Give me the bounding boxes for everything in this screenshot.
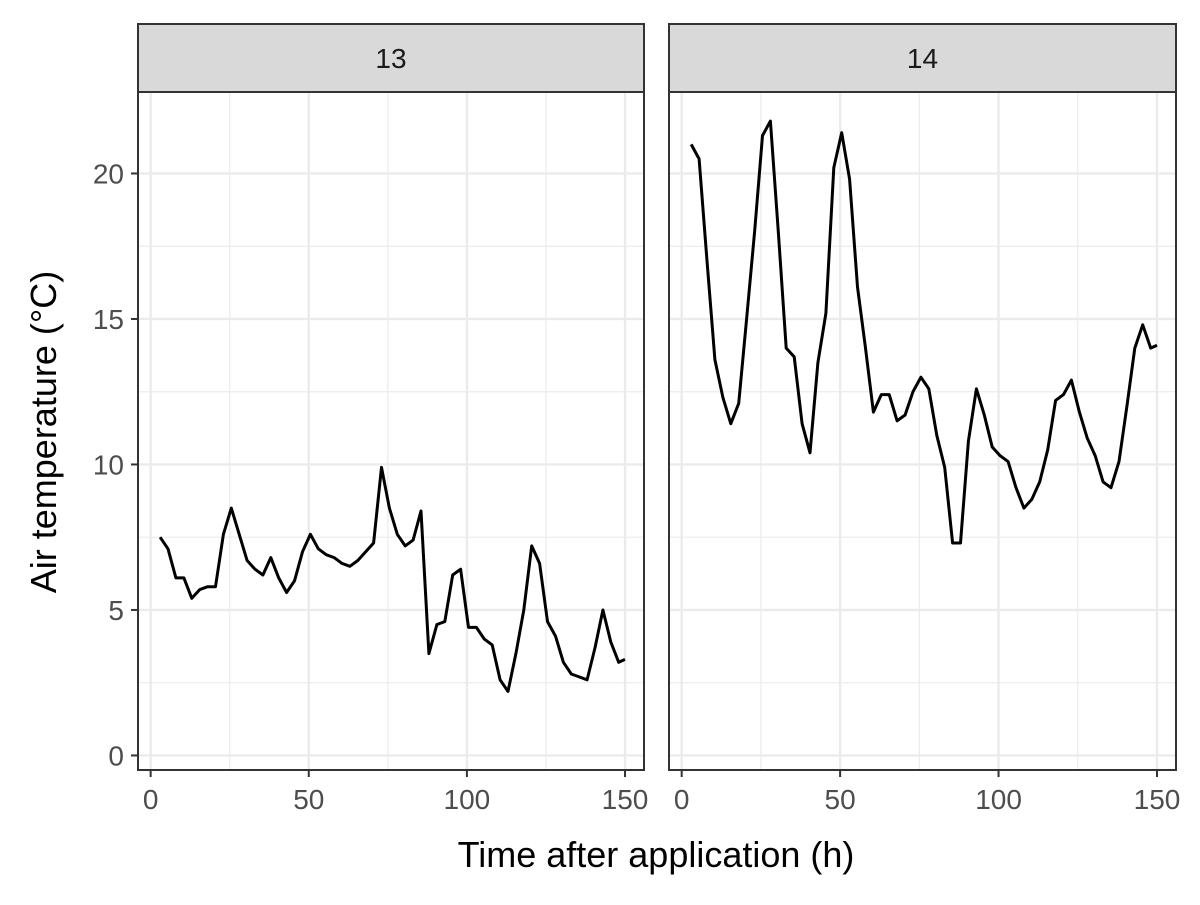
x-tick-label: 150 [1134, 784, 1181, 815]
x-axis-title: Time after application (h) [458, 834, 855, 875]
x-tick-label: 150 [602, 784, 649, 815]
facet-strip [137, 23, 645, 93]
panel-border [137, 91, 645, 771]
facet-strip-label: 14 [907, 43, 938, 74]
y-tick-label: 10 [93, 449, 124, 480]
facet-strip [668, 23, 1177, 93]
y-tick-label: 15 [93, 304, 124, 335]
series-line-13 [158, 465, 626, 693]
y-axis-title: Air temperature (°C) [23, 271, 64, 593]
facet-strip-label: 13 [375, 43, 406, 74]
x-tick-label: 0 [674, 784, 690, 815]
facet-panels: 13 0 50 100 150 14 0 50 100 150 [137, 23, 1181, 815]
plot-background [669, 92, 1176, 770]
x-tick-label: 50 [825, 784, 856, 815]
series-line-14 [689, 119, 1158, 545]
plot-background [138, 92, 644, 770]
y-tick-label: 0 [108, 740, 124, 771]
y-axis: 0 5 10 15 20 [93, 158, 138, 771]
panel-border [668, 91, 1177, 771]
x-tick-label: 100 [444, 784, 491, 815]
y-tick-label: 5 [108, 595, 124, 626]
y-tick-label: 20 [93, 158, 124, 189]
facet-panel-14: 14 0 50 100 150 [668, 23, 1181, 815]
x-tick-label: 50 [293, 784, 324, 815]
x-tick-label: 0 [143, 784, 159, 815]
x-tick-label: 100 [975, 784, 1022, 815]
facet-panel-13: 13 0 50 100 150 [137, 23, 649, 815]
